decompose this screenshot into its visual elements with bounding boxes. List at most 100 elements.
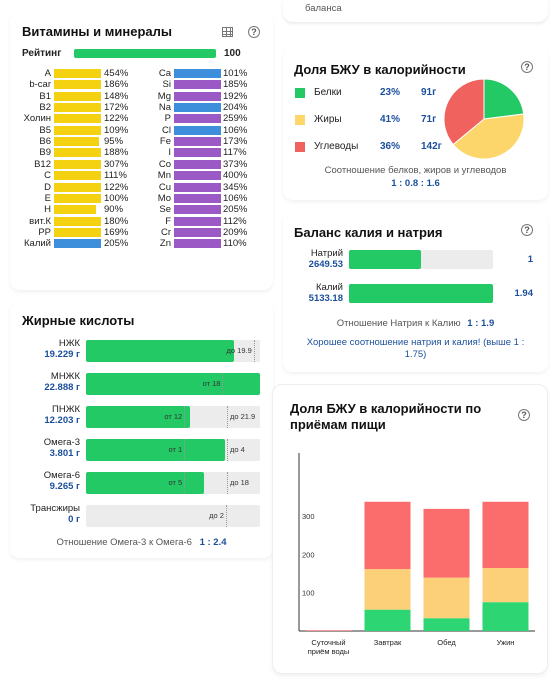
legend-grams: 91г	[421, 87, 437, 98]
vitamin-bar	[54, 91, 101, 101]
fatty-acids-panel: Жирные кислоты НЖК 19.229 г до 19.9 МНЖК 22.…	[10, 302, 273, 558]
vitamin-bar	[54, 216, 101, 226]
kna-amount: 5133.18	[308, 293, 343, 304]
vitamin-name: Mn	[157, 170, 171, 182]
vitamin-bar	[174, 171, 221, 181]
vitamin-value: 172%	[104, 102, 129, 114]
fatty-row: Омега-6 9.265 г от 5 до 18	[10, 470, 272, 496]
fatty-tick: от 12	[164, 406, 186, 428]
vitamin-name: F	[165, 215, 171, 227]
fatty-name: НЖК	[58, 338, 80, 349]
fatty-amount: 0 г	[68, 514, 80, 525]
legend-percent: 36%	[380, 141, 401, 152]
kna-amount: 2649.53	[308, 259, 343, 270]
vitamin-row: D 122%	[10, 182, 273, 193]
help-icon[interactable]: ?	[521, 61, 533, 73]
legend-percent: 23%	[380, 87, 401, 98]
help-icon[interactable]: ?	[521, 224, 533, 236]
vitamin-row: B5 109%	[10, 125, 273, 136]
vitamin-bar	[54, 182, 101, 192]
fatty-amount: 12.203 г	[44, 415, 80, 426]
vitamin-value: 112%	[223, 215, 247, 227]
vitamin-row: B1 148%	[10, 91, 273, 102]
help-icon[interactable]: ?	[518, 409, 530, 421]
fatty-amount: 22.888 г	[44, 382, 80, 393]
vitamin-bar	[174, 137, 221, 147]
fatty-amount: 19.229 г	[44, 349, 80, 360]
vitamin-name: I	[168, 147, 171, 159]
vitamin-name: Холин	[23, 113, 51, 125]
vitamin-value: 106%	[223, 192, 248, 204]
vitamin-value: 90%	[104, 204, 124, 216]
vitamin-name: вит.К	[29, 215, 51, 227]
vitamin-name: B9	[39, 147, 51, 159]
vitamin-row: Zn 110%	[10, 238, 273, 249]
legend-grams: 71г	[421, 114, 437, 125]
kna-track	[349, 284, 493, 303]
vitamin-name: Cr	[160, 226, 171, 238]
legend-swatch	[295, 88, 305, 98]
vitamin-bar	[174, 227, 221, 237]
vitamin-value: 122%	[104, 181, 129, 193]
kna-value: 1.94	[514, 288, 534, 299]
fatty-track: от 5 до 18	[86, 472, 260, 494]
bar-segment	[423, 508, 470, 578]
fatty-tick: до 2	[175, 505, 227, 527]
kna-value: 1	[527, 254, 533, 265]
legend-percent: 41%	[380, 114, 401, 125]
omega-ratio: Отношение Омега-3 к Омега-6 1 : 2.4	[10, 537, 273, 549]
y-tick-label: 100	[302, 589, 315, 598]
vitamin-name: E	[44, 192, 51, 204]
help-icon[interactable]: ?	[248, 26, 260, 38]
vitamin-name: P	[164, 113, 171, 125]
vitamin-bar	[54, 159, 101, 169]
kna-bar	[349, 250, 421, 269]
vitamin-name: Mo	[157, 192, 171, 204]
vitamin-value: 173%	[223, 136, 248, 148]
vitamin-name: Cu	[158, 181, 171, 193]
bju-ratio-value: 1 : 0.8 : 1.6	[391, 178, 440, 189]
omega-ratio-label: Отношение Омега-3 к Омега-6	[56, 537, 192, 548]
legend-grams: 142г	[421, 141, 442, 152]
fatty-bar	[86, 472, 205, 494]
vitamin-name: Калий	[24, 238, 51, 250]
kna-track	[349, 250, 493, 269]
vitamin-bar	[54, 69, 101, 78]
pie-slice	[452, 113, 525, 160]
vitamin-row: Калий 205%	[10, 238, 273, 249]
vitamin-row: E 100%	[10, 193, 273, 204]
vitamin-bar	[174, 182, 221, 192]
fatty-track: до 19.9	[86, 340, 260, 362]
vitamin-name: A	[44, 68, 51, 79]
table-icon[interactable]	[222, 27, 233, 37]
fatty-amount: 9.265 г	[49, 481, 80, 492]
fatty-amount: 3.801 г	[49, 448, 80, 459]
fatty-bar	[86, 439, 226, 461]
fatty-name: Омега-6	[43, 470, 80, 481]
vitamin-row: вит.К 180%	[10, 216, 273, 227]
vitamin-bar	[54, 103, 101, 113]
vitamin-name: Zn	[159, 238, 171, 250]
kna-ratio-value: 1 : 1.9	[467, 318, 495, 329]
vitamin-value: 259%	[223, 113, 248, 125]
fatty-bar	[86, 373, 260, 395]
legend-swatch	[295, 115, 305, 125]
vitamin-row: Cr 209%	[10, 227, 273, 238]
vitamin-row: Cl 106%	[10, 125, 273, 136]
rating-value: 100	[224, 48, 241, 59]
vitamin-row: Si 185%	[10, 79, 273, 90]
fatty-row: Омега-3 3.801 г от 1 до 4	[10, 437, 272, 463]
fatty-row: Трансжиры 0 г до 2	[10, 503, 272, 529]
omega-ratio-value: 1 : 2.4	[199, 537, 227, 548]
vitamin-name: Mg	[157, 90, 171, 102]
vitamin-row: F 112%	[10, 216, 273, 227]
vitamin-value: 400%	[223, 170, 248, 182]
vitamin-bar	[54, 137, 99, 147]
vitamin-bar	[174, 103, 221, 113]
fatty-track: от 12 до 21.9	[86, 406, 260, 428]
vitamin-bar	[54, 148, 101, 158]
fatty-tick: до 18	[226, 472, 249, 494]
kna-title: Баланс калия и натрия	[294, 225, 443, 240]
bju-panel: Доля БЖУ в калорийности ? Белки 23% 91г Жир…	[283, 48, 548, 200]
bar-segment	[305, 630, 352, 631]
